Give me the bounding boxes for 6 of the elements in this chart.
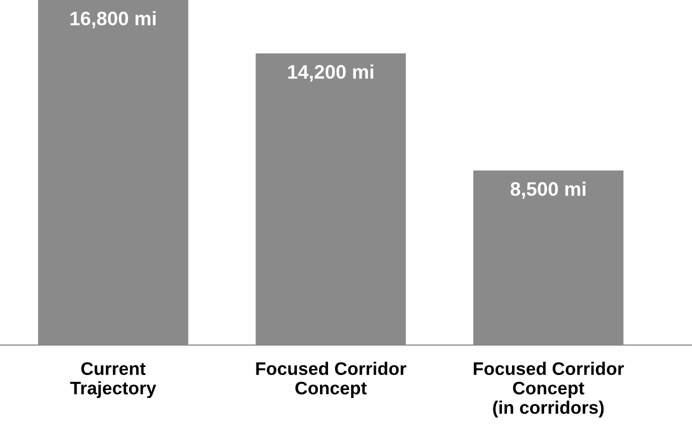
data-label: 16,800 mi [70, 11, 156, 28]
data-label: 14,200 mi [288, 64, 374, 82]
data-label: 8,500 mi [510, 182, 586, 199]
x-tick-label: Focused Corridor Concept [256, 362, 406, 398]
x-tick-label: Focused Corridor Concept (in corridors) [474, 362, 624, 418]
x-tick-label: Current Trajectory [70, 362, 156, 398]
